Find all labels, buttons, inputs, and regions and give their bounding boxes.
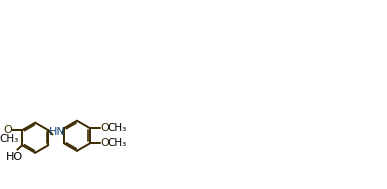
Text: CH₃: CH₃ <box>108 123 127 133</box>
Text: O: O <box>100 138 109 148</box>
Text: O: O <box>3 125 12 135</box>
Text: CH₃: CH₃ <box>108 138 127 148</box>
Text: CH₃: CH₃ <box>0 134 19 144</box>
Text: HN: HN <box>50 127 66 137</box>
Text: HO: HO <box>6 152 23 162</box>
Text: O: O <box>100 123 109 133</box>
